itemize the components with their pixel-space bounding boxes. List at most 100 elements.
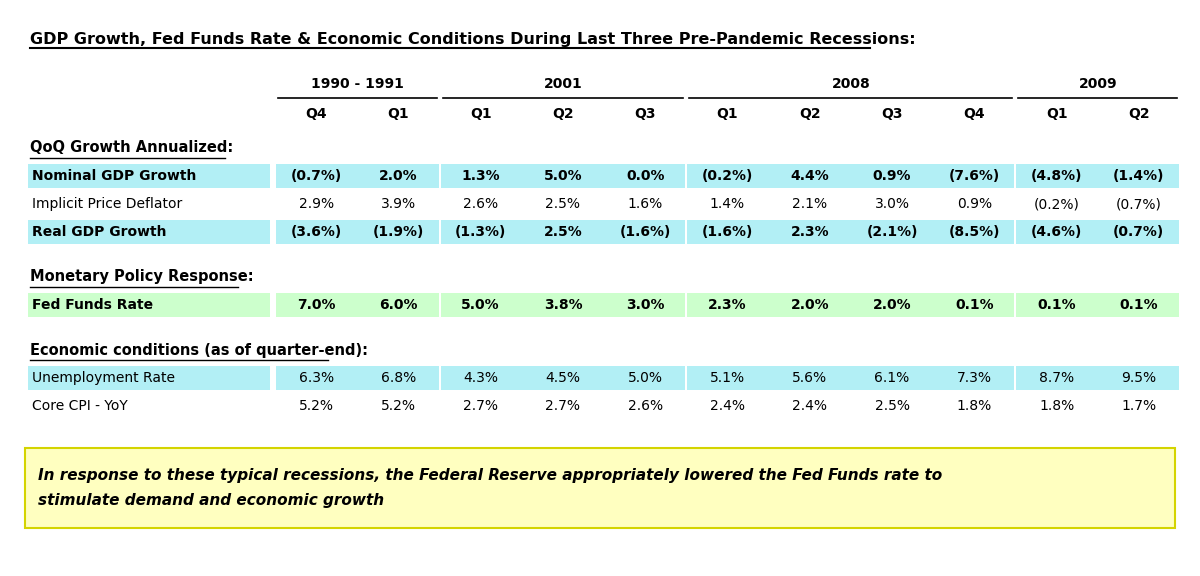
Text: Q3: Q3: [881, 107, 902, 121]
Text: 5.1%: 5.1%: [710, 371, 745, 385]
Text: 0.0%: 0.0%: [626, 169, 665, 183]
Bar: [688, 293, 1014, 317]
Text: 6.8%: 6.8%: [380, 371, 416, 385]
Bar: [1016, 220, 1178, 244]
Text: 1.6%: 1.6%: [628, 197, 662, 211]
Text: 1.3%: 1.3%: [461, 169, 500, 183]
Text: 7.3%: 7.3%: [956, 371, 992, 385]
Text: 2.6%: 2.6%: [463, 197, 498, 211]
Text: 2.0%: 2.0%: [872, 298, 911, 312]
Bar: [440, 366, 685, 390]
Text: (8.5%): (8.5%): [948, 225, 1000, 239]
Bar: [440, 293, 685, 317]
Text: 1.8%: 1.8%: [956, 399, 992, 413]
Text: 2.1%: 2.1%: [792, 197, 827, 211]
Bar: [28, 220, 270, 244]
Text: Q1: Q1: [1045, 107, 1068, 121]
Text: 1.7%: 1.7%: [1121, 399, 1157, 413]
Bar: [276, 366, 438, 390]
Text: 0.1%: 0.1%: [1037, 298, 1076, 312]
Bar: [1016, 366, 1178, 390]
Text: 2.4%: 2.4%: [710, 399, 745, 413]
Text: 6.1%: 6.1%: [875, 371, 910, 385]
Text: 6.0%: 6.0%: [379, 298, 418, 312]
Bar: [1016, 164, 1178, 188]
Text: 8.7%: 8.7%: [1039, 371, 1074, 385]
Text: 4.4%: 4.4%: [791, 169, 829, 183]
Text: (4.8%): (4.8%): [1031, 169, 1082, 183]
Text: 3.8%: 3.8%: [544, 298, 582, 312]
Text: (1.3%): (1.3%): [455, 225, 506, 239]
Text: (0.2%): (0.2%): [1033, 197, 1080, 211]
Text: Q4: Q4: [964, 107, 985, 121]
Text: 7.0%: 7.0%: [296, 298, 335, 312]
Text: Q4: Q4: [305, 107, 326, 121]
Text: 6.3%: 6.3%: [299, 371, 334, 385]
Bar: [28, 293, 270, 317]
Text: 2.9%: 2.9%: [299, 197, 334, 211]
Text: (7.6%): (7.6%): [949, 169, 1000, 183]
Text: Q2: Q2: [1128, 107, 1150, 121]
Text: 5.2%: 5.2%: [299, 399, 334, 413]
Bar: [688, 366, 1014, 390]
Text: GDP Growth, Fed Funds Rate & Economic Conditions During Last Three Pre-Pandemic : GDP Growth, Fed Funds Rate & Economic Co…: [30, 32, 916, 47]
Text: 5.0%: 5.0%: [461, 298, 500, 312]
Text: 9.5%: 9.5%: [1121, 371, 1157, 385]
Bar: [276, 293, 438, 317]
Text: 5.6%: 5.6%: [792, 371, 827, 385]
Text: (1.9%): (1.9%): [373, 225, 424, 239]
Text: 3.0%: 3.0%: [875, 197, 910, 211]
Text: (0.7%): (0.7%): [290, 169, 342, 183]
Text: (0.7%): (0.7%): [1114, 225, 1164, 239]
Text: Unemployment Rate: Unemployment Rate: [32, 371, 175, 385]
Bar: [688, 164, 1014, 188]
Text: Q1: Q1: [470, 107, 492, 121]
Bar: [25, 448, 1175, 528]
Text: 4.5%: 4.5%: [546, 371, 581, 385]
Text: 0.1%: 0.1%: [955, 298, 994, 312]
Text: In response to these typical recessions, the Federal Reserve appropriately lower: In response to these typical recessions,…: [38, 468, 942, 508]
Bar: [440, 220, 685, 244]
Text: 2.6%: 2.6%: [628, 399, 662, 413]
Text: 2.5%: 2.5%: [875, 399, 910, 413]
Text: 2.3%: 2.3%: [791, 225, 829, 239]
Text: 1.8%: 1.8%: [1039, 399, 1074, 413]
Text: Monetary Policy Response:: Monetary Policy Response:: [30, 270, 253, 285]
Text: 2.4%: 2.4%: [792, 399, 827, 413]
Text: (0.2%): (0.2%): [702, 169, 754, 183]
Text: Implicit Price Deflator: Implicit Price Deflator: [32, 197, 182, 211]
Text: Q1: Q1: [716, 107, 738, 121]
Text: Fed Funds Rate: Fed Funds Rate: [32, 298, 154, 312]
Text: 2008: 2008: [832, 77, 870, 91]
Bar: [688, 220, 1014, 244]
Text: 0.1%: 0.1%: [1120, 298, 1158, 312]
Text: 5.0%: 5.0%: [628, 371, 662, 385]
Text: 2.7%: 2.7%: [463, 399, 498, 413]
Text: (1.6%): (1.6%): [619, 225, 671, 239]
Text: 3.9%: 3.9%: [380, 197, 416, 211]
Text: (4.6%): (4.6%): [1031, 225, 1082, 239]
Text: 1.4%: 1.4%: [710, 197, 745, 211]
Text: Q3: Q3: [635, 107, 656, 121]
Text: Q1: Q1: [388, 107, 409, 121]
Bar: [28, 164, 270, 188]
Bar: [276, 220, 438, 244]
Text: 5.2%: 5.2%: [380, 399, 416, 413]
Text: 0.9%: 0.9%: [956, 197, 992, 211]
Text: (0.7%): (0.7%): [1116, 197, 1162, 211]
Text: 2.5%: 2.5%: [546, 197, 581, 211]
Text: 2.0%: 2.0%: [791, 298, 829, 312]
Text: 0.9%: 0.9%: [872, 169, 911, 183]
Bar: [1016, 293, 1178, 317]
Bar: [440, 164, 685, 188]
Text: 2001: 2001: [544, 77, 582, 91]
Text: (3.6%): (3.6%): [290, 225, 342, 239]
Bar: [276, 164, 438, 188]
Text: QoQ Growth Annualized:: QoQ Growth Annualized:: [30, 141, 233, 156]
Bar: [28, 366, 270, 390]
Text: 2.5%: 2.5%: [544, 225, 582, 239]
Text: 2.0%: 2.0%: [379, 169, 418, 183]
Text: Core CPI - YoY: Core CPI - YoY: [32, 399, 127, 413]
Text: (2.1%): (2.1%): [866, 225, 918, 239]
Text: 5.0%: 5.0%: [544, 169, 582, 183]
